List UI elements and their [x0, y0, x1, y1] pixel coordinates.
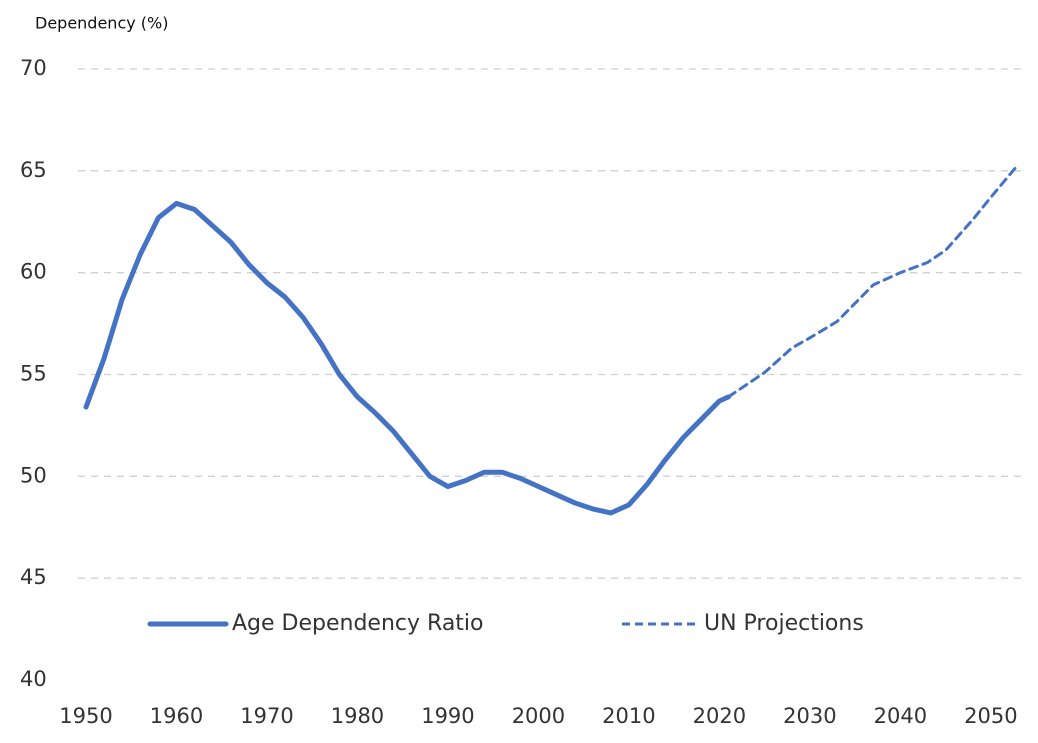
y-tick-label: 50 [20, 463, 47, 487]
y-tick-label: 55 [20, 362, 47, 386]
y-tick-label: 70 [20, 56, 47, 80]
x-tick-label: 1980 [331, 704, 384, 728]
x-tick-label: 2040 [874, 704, 927, 728]
line-series [726, 163, 1020, 399]
x-tick-label: 2030 [783, 704, 836, 728]
line-series [83, 200, 731, 516]
legend-label: UN Projections [704, 611, 864, 636]
y-tick-label: 65 [20, 158, 47, 182]
x-tick-label: 2000 [512, 704, 565, 728]
x-tick-label: 2010 [602, 704, 655, 728]
x-tick-label: 1970 [240, 704, 293, 728]
x-tick-label: 1990 [421, 704, 474, 728]
y-tick-label: 40 [20, 667, 47, 691]
legend-label: Age Dependency Ratio [232, 611, 484, 636]
x-tick-label: 2050 [964, 704, 1017, 728]
x-tick-label: 1960 [150, 704, 203, 728]
x-tick-label: 1950 [59, 704, 112, 728]
x-tick-label: 2020 [693, 704, 746, 728]
y-tick-label: 60 [20, 260, 47, 284]
y-tick-label: 45 [20, 565, 47, 589]
y-axis-label: Dependency (%) [35, 14, 168, 33]
